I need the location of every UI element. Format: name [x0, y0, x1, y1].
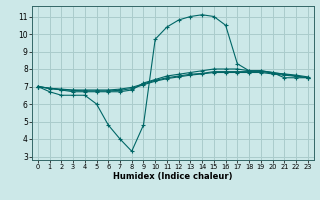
X-axis label: Humidex (Indice chaleur): Humidex (Indice chaleur): [113, 172, 233, 181]
